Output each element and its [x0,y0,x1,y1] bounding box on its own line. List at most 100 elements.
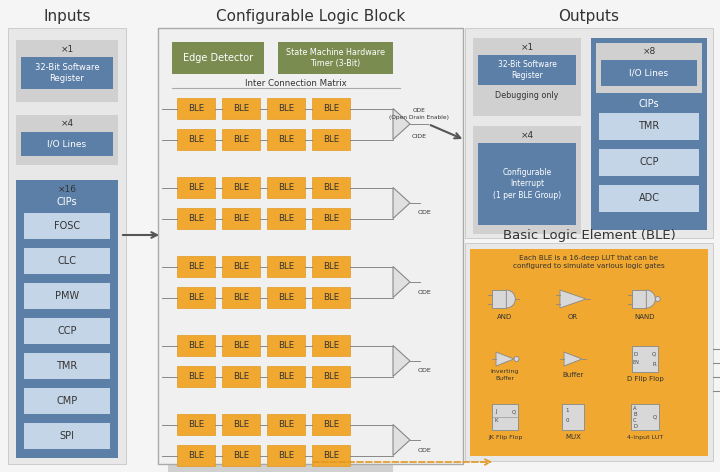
Bar [222,129,260,150]
Bar [8,28,126,464]
Text: D Flip Flop: D Flip Flop [626,376,663,382]
Text: EN: EN [633,360,639,364]
Text: A: A [633,405,636,411]
Text: BLE: BLE [278,372,294,381]
Bar [312,445,350,466]
Text: 32-Bit Software
Register: 32-Bit Software Register [498,60,557,80]
Text: BLE: BLE [278,293,294,302]
Text: ODE: ODE [417,289,431,295]
Bar [222,208,260,229]
Bar [16,180,118,458]
Bar [24,248,110,274]
Text: 0: 0 [565,419,569,423]
Bar [267,414,305,435]
Text: Inverting
Buffer: Inverting Buffer [491,370,519,380]
Text: Inputs: Inputs [43,8,91,24]
Text: BLE: BLE [188,183,204,192]
Text: ODE: ODE [417,369,431,373]
Text: BLE: BLE [188,104,204,113]
Text: CMP: CMP [56,396,78,406]
Text: BLE: BLE [188,293,204,302]
Bar [168,251,393,325]
Bar [222,287,260,308]
Text: ×1: ×1 [521,42,534,51]
Bar [177,287,215,308]
Text: B: B [633,412,636,416]
Bar [177,256,215,277]
Text: C: C [633,418,636,422]
Bar [24,213,110,239]
Text: BLE: BLE [188,214,204,223]
Bar [312,414,350,435]
Text: OR: OR [568,314,578,320]
Text: BLE: BLE [278,135,294,144]
Text: BLE: BLE [188,372,204,381]
Text: Basic Logic Element (BLE): Basic Logic Element (BLE) [503,229,675,243]
Polygon shape [564,352,582,366]
Text: NAND: NAND [635,314,655,320]
Text: BLE: BLE [278,420,294,429]
Bar [562,404,584,430]
Text: Outputs: Outputs [559,8,619,24]
Polygon shape [393,267,410,297]
Bar [177,445,215,466]
Bar [492,404,518,430]
Text: BLE: BLE [233,135,249,144]
Text: BLE: BLE [188,341,204,350]
Text: I/O Lines: I/O Lines [629,68,669,77]
Bar [267,256,305,277]
Bar [631,404,659,430]
Bar [16,115,118,165]
Text: Inter Connection Matrix: Inter Connection Matrix [245,78,346,87]
Text: ODE: ODE [417,447,431,453]
Bar [222,256,260,277]
Bar [312,287,350,308]
Text: BLE: BLE [323,293,339,302]
Bar [172,42,264,74]
Bar [267,98,305,119]
Bar [24,318,110,344]
Bar [312,335,350,356]
Bar [267,129,305,150]
Bar [267,287,305,308]
Text: Configurable
Interrupt
(1 per BLE Group): Configurable Interrupt (1 per BLE Group) [493,169,561,200]
Text: ADC: ADC [639,193,660,203]
Bar [267,177,305,198]
Text: K: K [494,419,498,423]
Text: State Machine Hardware
Timer (3-Bit): State Machine Hardware Timer (3-Bit) [286,48,384,68]
Polygon shape [393,424,410,455]
Bar [222,98,260,119]
Bar [312,366,350,387]
Text: BLE: BLE [188,135,204,144]
Bar [492,290,506,308]
Bar [267,208,305,229]
Text: ×1: ×1 [60,44,73,53]
Text: BLE: BLE [323,104,339,113]
Bar [465,243,713,461]
Text: Each BLE is a 16-deep LUT that can be
configured to simulate various logic gates: Each BLE is a 16-deep LUT that can be co… [513,255,665,269]
Text: PMW: PMW [55,291,79,301]
Text: BLE: BLE [233,341,249,350]
Text: BLE: BLE [323,135,339,144]
Bar [168,409,393,472]
Text: Edge Detector: Edge Detector [183,53,253,63]
Text: CCP: CCP [639,157,659,167]
Bar [632,290,647,308]
Text: 1: 1 [565,408,569,413]
Bar [177,98,215,119]
Bar [601,60,697,86]
Bar [312,177,350,198]
Wedge shape [647,290,655,308]
Text: SPI: SPI [60,431,74,441]
Bar [222,177,260,198]
Bar [168,93,393,167]
Text: AND: AND [498,314,513,320]
Bar [168,172,393,246]
Text: BLE: BLE [278,214,294,223]
Bar [158,28,463,464]
Polygon shape [393,187,410,219]
Text: TMR: TMR [639,121,660,131]
Bar [24,283,110,309]
Polygon shape [393,346,410,377]
Bar [599,113,699,140]
